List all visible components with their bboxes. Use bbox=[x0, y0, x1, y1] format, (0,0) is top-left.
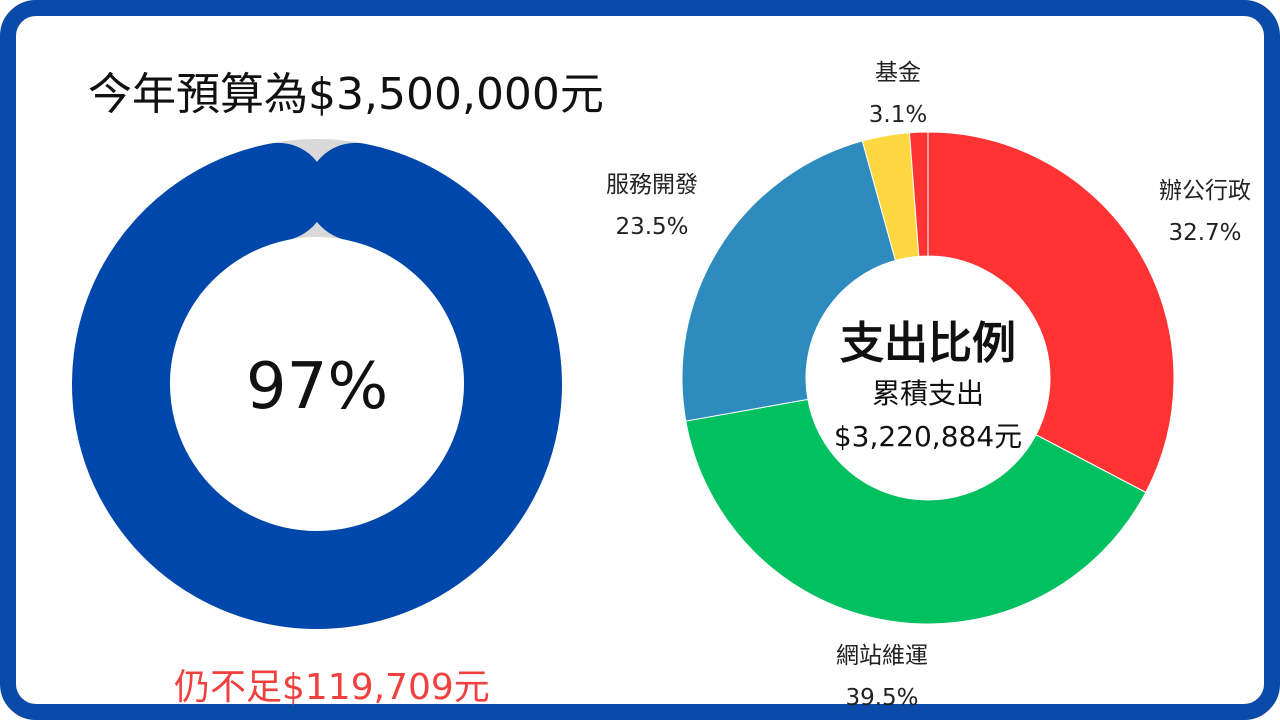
slice-percent-label: 32.7% bbox=[1168, 220, 1241, 246]
donut-center-title: 支出比例 bbox=[840, 318, 1016, 369]
donut-slice bbox=[681, 140, 897, 422]
shortfall-text: 仍不足$119,709元 bbox=[174, 667, 490, 708]
donut-slice bbox=[908, 131, 929, 257]
gauge-percent-label: 97% bbox=[246, 350, 388, 424]
donut-center-subtitle: 累積支出 bbox=[872, 377, 984, 410]
slice-name-label: 網站維運 bbox=[836, 643, 928, 669]
budget-gauge bbox=[72, 139, 562, 629]
slice-name-label: 辦公行政 bbox=[1159, 178, 1251, 204]
donut-slice bbox=[927, 131, 1175, 494]
donut-labels: 辦公行政 32.7% 網站維運 39.5% 服務開發 23.5% 基金 3.1% bbox=[606, 60, 1251, 711]
expense-donut bbox=[681, 131, 1175, 625]
slice-percent-label: 3.1% bbox=[869, 102, 927, 128]
budget-title: 今年預算為$3,500,000元 bbox=[88, 69, 604, 120]
slice-percent-label: 39.5% bbox=[845, 685, 918, 711]
gauge-value-arc bbox=[72, 142, 562, 629]
donut-center-amount: $3,220,884元 bbox=[834, 420, 1022, 453]
donut-slice bbox=[685, 398, 1147, 625]
slice-name-label: 服務開發 bbox=[606, 172, 698, 198]
slice-percent-label: 23.5% bbox=[615, 214, 688, 240]
slice-name-label: 基金 bbox=[875, 60, 921, 86]
